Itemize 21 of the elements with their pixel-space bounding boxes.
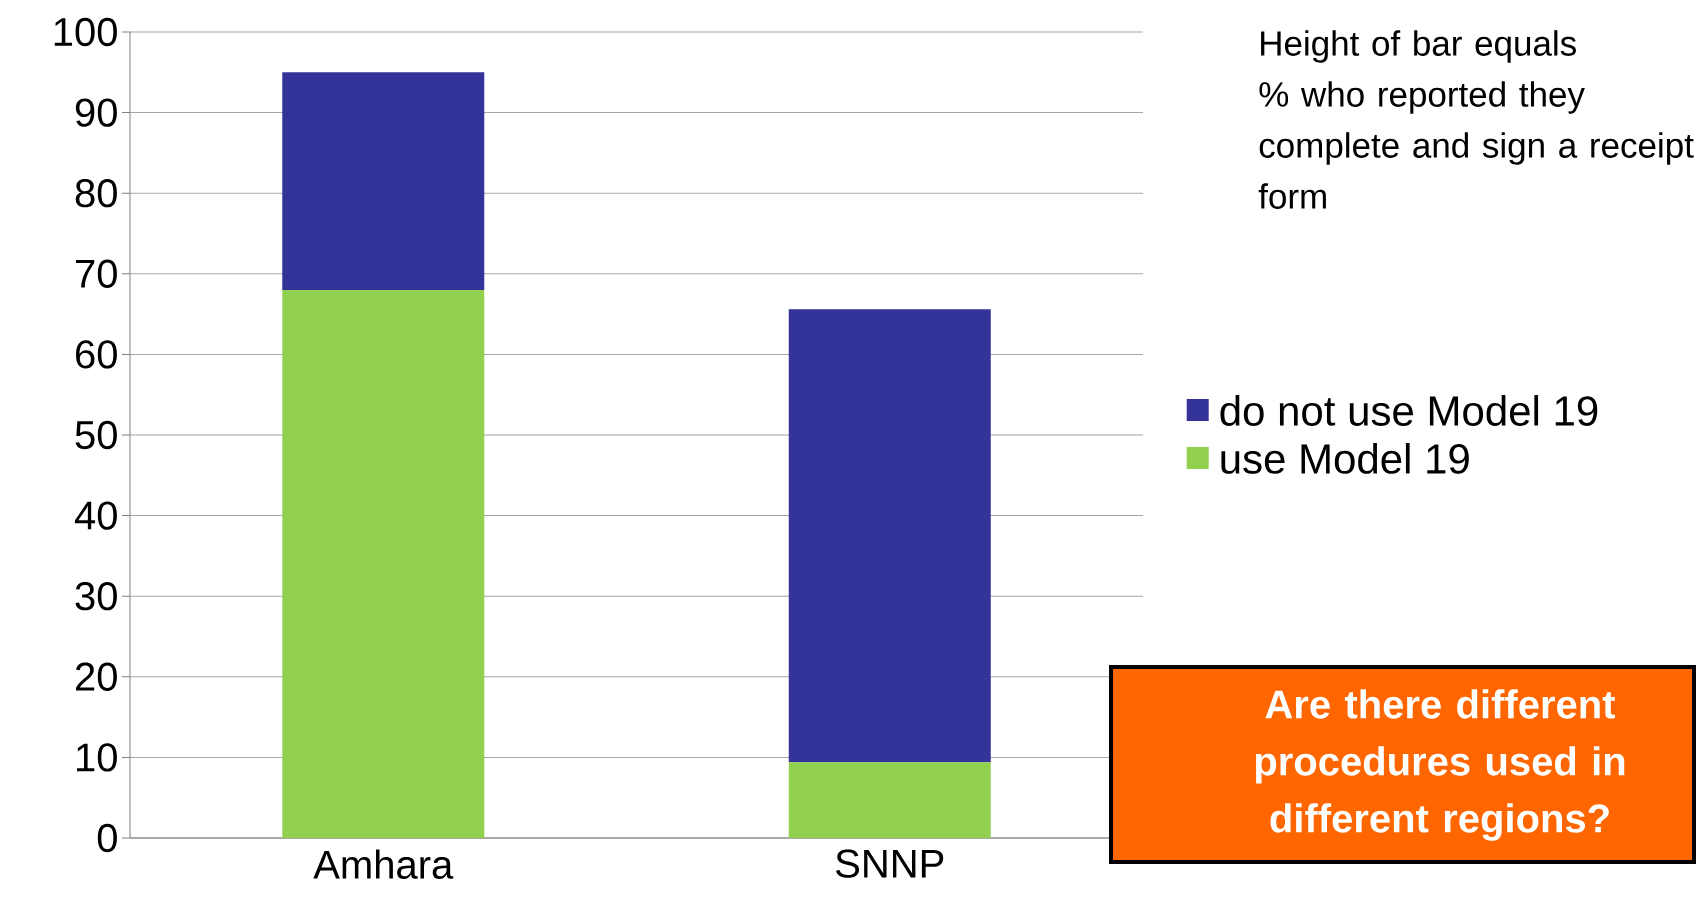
y-tick-label: 70	[76, 259, 117, 288]
y-tick-label: 90	[75, 98, 117, 127]
bar	[788, 762, 991, 838]
x-tick-label: Amhara	[313, 849, 454, 879]
text: Are there different procedures used in different regions?	[1255, 689, 1625, 841]
legend-label: use Model 19	[1221, 442, 1469, 474]
x-tick-label: SNNP	[836, 849, 944, 878]
y-tick-label: 20	[75, 662, 117, 691]
y-tick-label: 100	[54, 17, 117, 47]
text: Height of bar equals % who reported they complete and sign a receipt form	[1258, 30, 1694, 209]
legend-label: do not use Model 19	[1220, 395, 1598, 426]
bar	[282, 72, 485, 290]
bar	[282, 289, 485, 838]
y-tick-label: 40	[74, 501, 117, 530]
bar	[788, 309, 991, 763]
y-tick-label: 50	[75, 420, 117, 450]
y-tick-label: 30	[75, 582, 117, 611]
y-tick-label: 10	[77, 743, 117, 772]
y-tick-label: 60	[76, 340, 117, 369]
y-tick-label: 0	[97, 823, 117, 853]
y-tick-label: 80	[75, 179, 117, 208]
